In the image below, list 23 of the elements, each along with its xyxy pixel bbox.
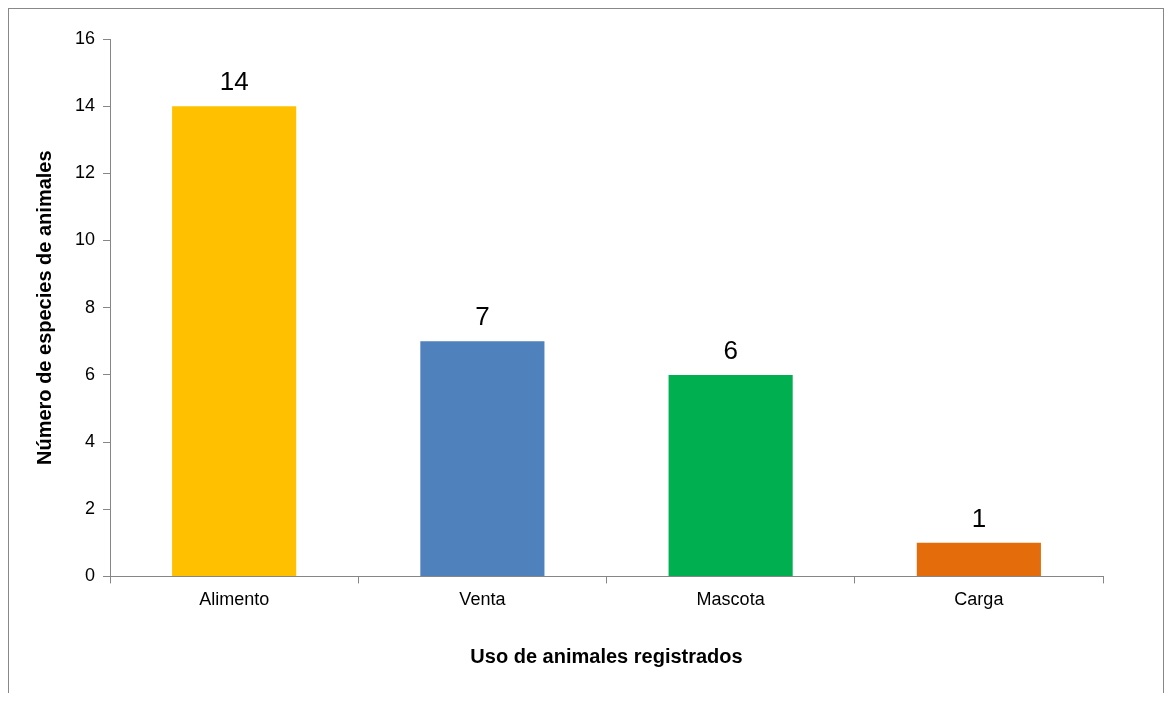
data-label: 7	[475, 301, 490, 332]
x-tick-label: Carga	[954, 589, 1005, 610]
y-tick-label: 10	[74, 229, 96, 250]
bar	[916, 542, 1041, 576]
data-label: 6	[723, 335, 738, 366]
y-tick-label: 8	[85, 296, 96, 317]
y-tick-label: 12	[74, 162, 96, 183]
y-tick-label: 0	[85, 565, 96, 586]
y-tick-label: 4	[85, 431, 96, 452]
x-tick-label: Mascota	[696, 589, 766, 610]
bar	[172, 106, 297, 576]
bar	[420, 341, 545, 576]
y-tick-label: 6	[85, 363, 96, 384]
x-tick-label: Alimento	[199, 589, 270, 610]
y-axis-title: Número de especies de animales	[32, 150, 55, 465]
x-tick-label: Venta	[459, 589, 507, 610]
y-tick-label: 2	[85, 498, 96, 519]
data-label: 14	[219, 66, 249, 97]
bar	[668, 374, 793, 576]
data-label: 1	[971, 502, 987, 533]
x-axis-title: Uso de animales registrados	[470, 644, 743, 667]
y-tick-label: 16	[74, 27, 96, 48]
y-tick-label: 14	[74, 95, 96, 116]
